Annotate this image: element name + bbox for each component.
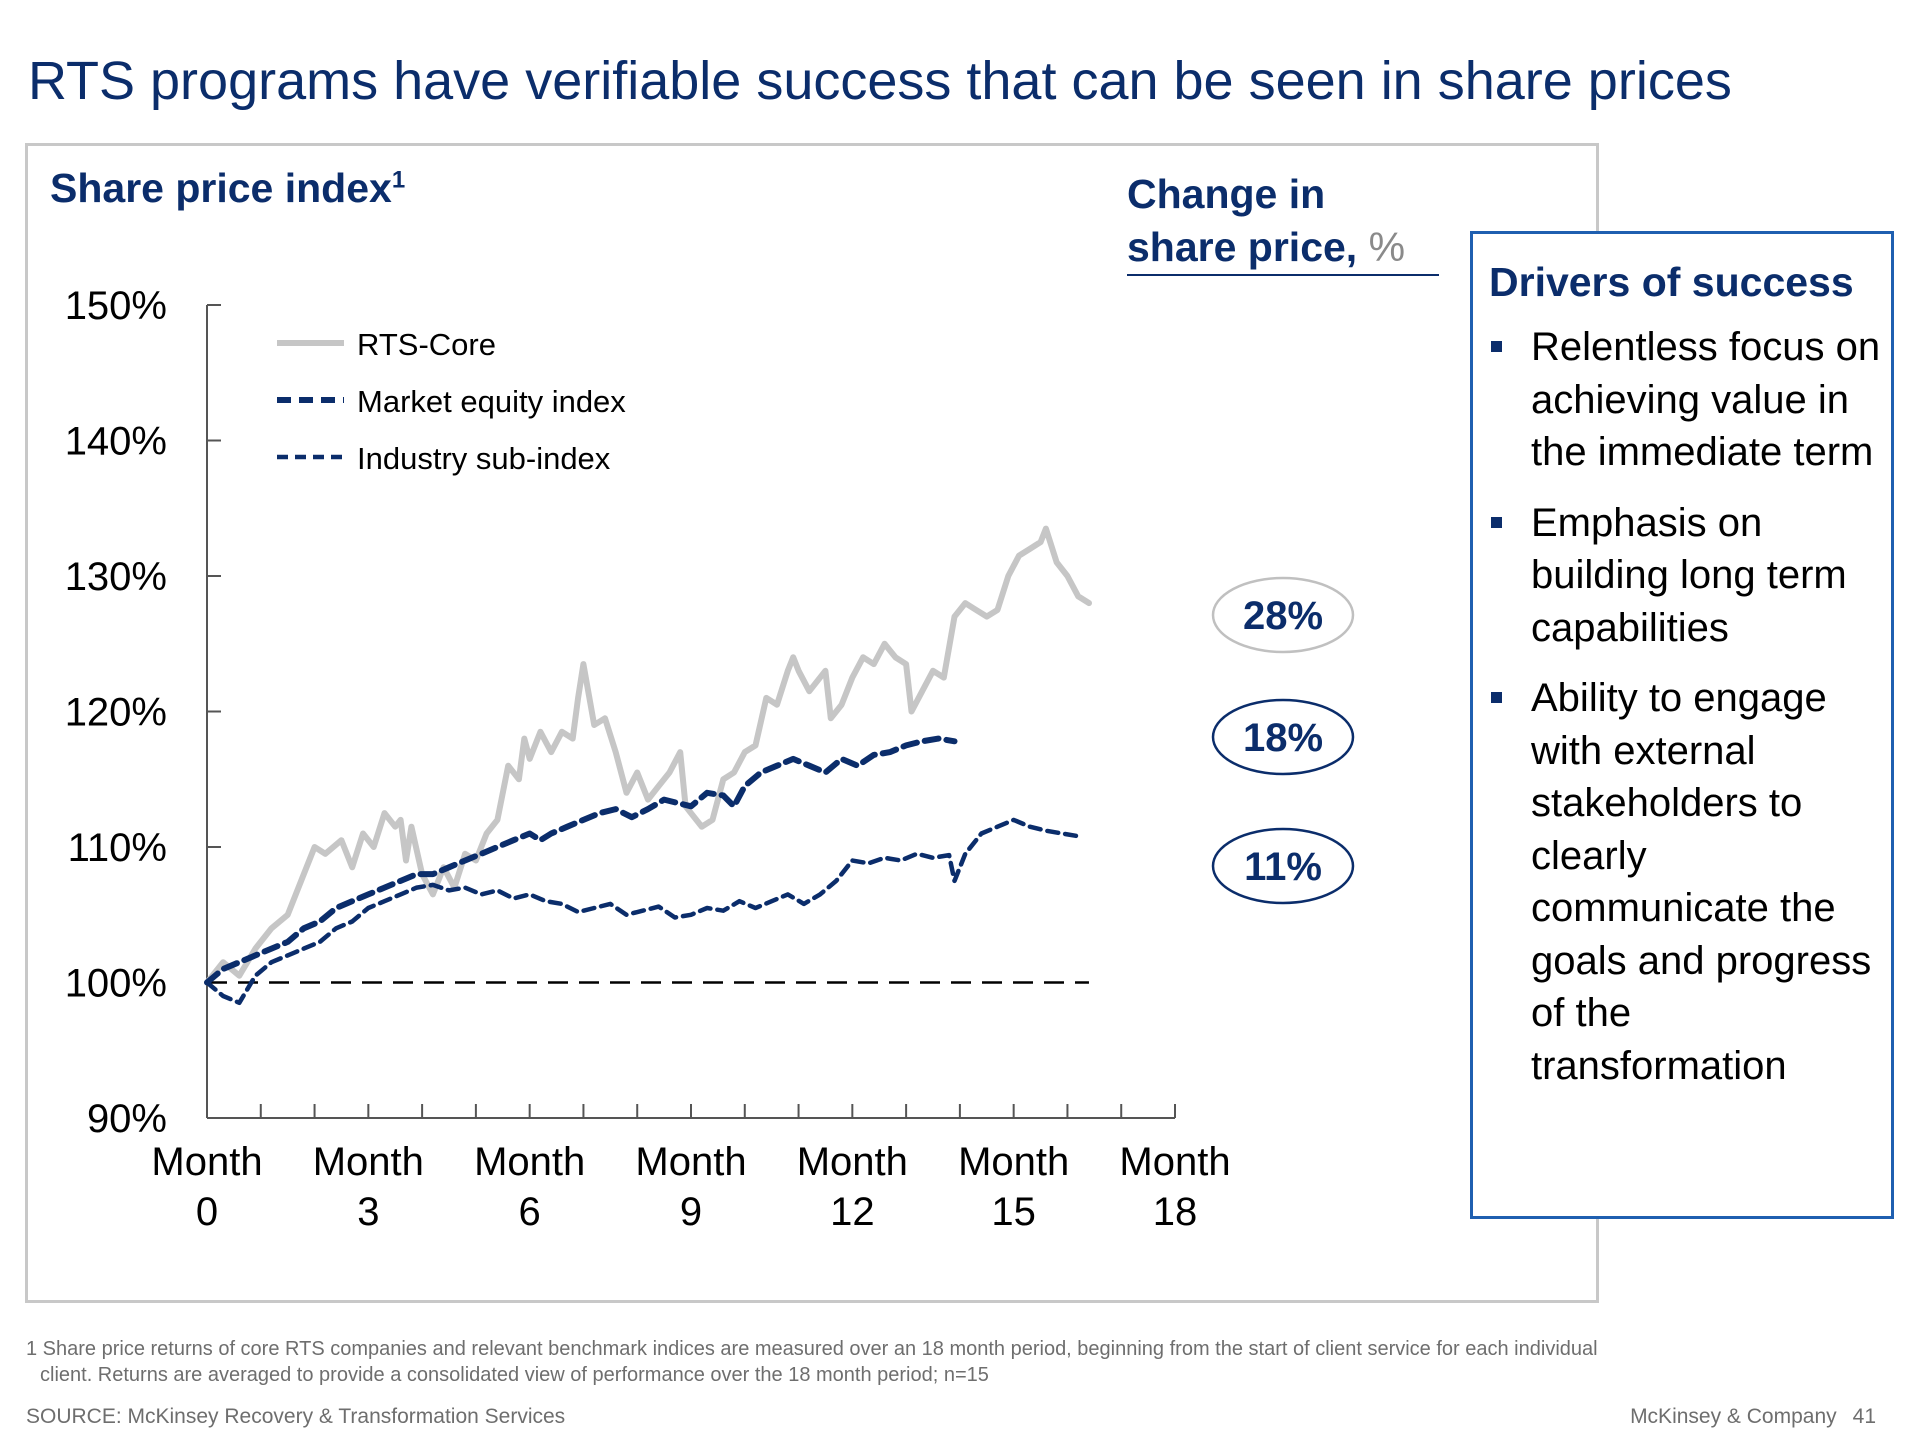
driver-text: Emphasis on building long term capabilit… — [1531, 500, 1847, 650]
series-line-market-equity-index — [204, 735, 958, 986]
change-value: 18% — [1243, 716, 1323, 760]
y-tick-label: 120% — [65, 691, 167, 735]
driver-text: Relentless focus on achieving value in t… — [1531, 325, 1881, 474]
change-oval — [1211, 698, 1355, 776]
x-tick-label: 0 — [196, 1190, 218, 1234]
series-line-rts-core — [204, 525, 1092, 986]
y-tick-label: 150% — [65, 284, 167, 328]
change-unit: % — [1368, 224, 1406, 270]
x-tick-label: 15 — [991, 1190, 1036, 1234]
y-tick-label: 90% — [87, 1097, 167, 1141]
driver-item: Relentless focus on achieving value in t… — [1489, 321, 1881, 479]
x-tick-label: Month — [474, 1140, 585, 1184]
x-tick-label: 3 — [357, 1190, 379, 1234]
share-price-chart: 90% 100% 110% 120% 130% 140% 150% Month 0 Month 3 M… — [65, 284, 1355, 1234]
y-tick-label: 130% — [65, 555, 167, 599]
change-oval — [1211, 576, 1355, 654]
x-tick-label: Month — [635, 1140, 746, 1184]
change-in-share-price-header: Change in share price, % — [1127, 168, 1439, 276]
driver-item: Ability to engage with external stakehol… — [1489, 672, 1881, 1092]
y-tick-label: 110% — [68, 826, 167, 870]
x-tick-label: Month — [797, 1140, 908, 1184]
driver-item: Emphasis on building long term capabilit… — [1489, 497, 1881, 655]
chart-title: Share price index1 — [50, 165, 405, 212]
x-tick-label: 18 — [1153, 1190, 1198, 1234]
drivers-list: Relentless focus on achieving value in t… — [1489, 321, 1881, 1092]
x-tick-label: Month — [958, 1140, 1069, 1184]
series-line-industry-sub-index — [204, 817, 1081, 1006]
footnote-marker: 1 — [391, 166, 406, 194]
legend-label: Industry sub-index — [357, 441, 611, 476]
square-bullet-icon — [1491, 692, 1502, 703]
footnote-line-2: client. Returns are averaged to provide … — [40, 1364, 989, 1386]
driver-text: Ability to engage with external stakehol… — [1531, 676, 1872, 1088]
drivers-of-success-box: Drivers of success Relentless focus on a… — [1470, 231, 1894, 1219]
change-value: 28% — [1243, 594, 1323, 638]
x-tick-label: Month — [1119, 1140, 1230, 1184]
y-tick-label: 140% — [65, 420, 167, 464]
slide-title: RTS programs have verifiable success tha… — [28, 51, 1732, 111]
legend-label: RTS-Core — [357, 327, 496, 362]
source-note: SOURCE: McKinsey Recovery & Transformati… — [26, 1405, 566, 1428]
x-tick-label: 12 — [830, 1190, 875, 1234]
change-oval — [1211, 827, 1355, 905]
page-number: 41 — [1852, 1405, 1876, 1428]
x-tick-label: 6 — [519, 1190, 541, 1234]
drivers-title: Drivers of success — [1489, 259, 1854, 305]
brand-name: McKinsey & Company — [1630, 1405, 1837, 1428]
y-tick-label: 100% — [65, 962, 167, 1006]
brand-footer: McKinsey & Company 41 — [1630, 1405, 1876, 1429]
footnote: 1 Share price returns of core RTS compan… — [26, 1336, 1806, 1388]
footnote-line-1: 1 Share price returns of core RTS compan… — [26, 1338, 1598, 1360]
legend-label: Market equity index — [357, 384, 626, 419]
x-tick-label: Month — [313, 1140, 424, 1184]
chart-title-text: Share price index — [50, 165, 392, 211]
change-value: 11% — [1244, 845, 1322, 889]
change-label: Change in share price, — [1127, 171, 1358, 270]
x-tick-label: 9 — [680, 1190, 702, 1234]
x-tick-label: Month — [151, 1140, 262, 1184]
square-bullet-icon — [1491, 516, 1502, 528]
square-bullet-icon — [1491, 341, 1502, 352]
